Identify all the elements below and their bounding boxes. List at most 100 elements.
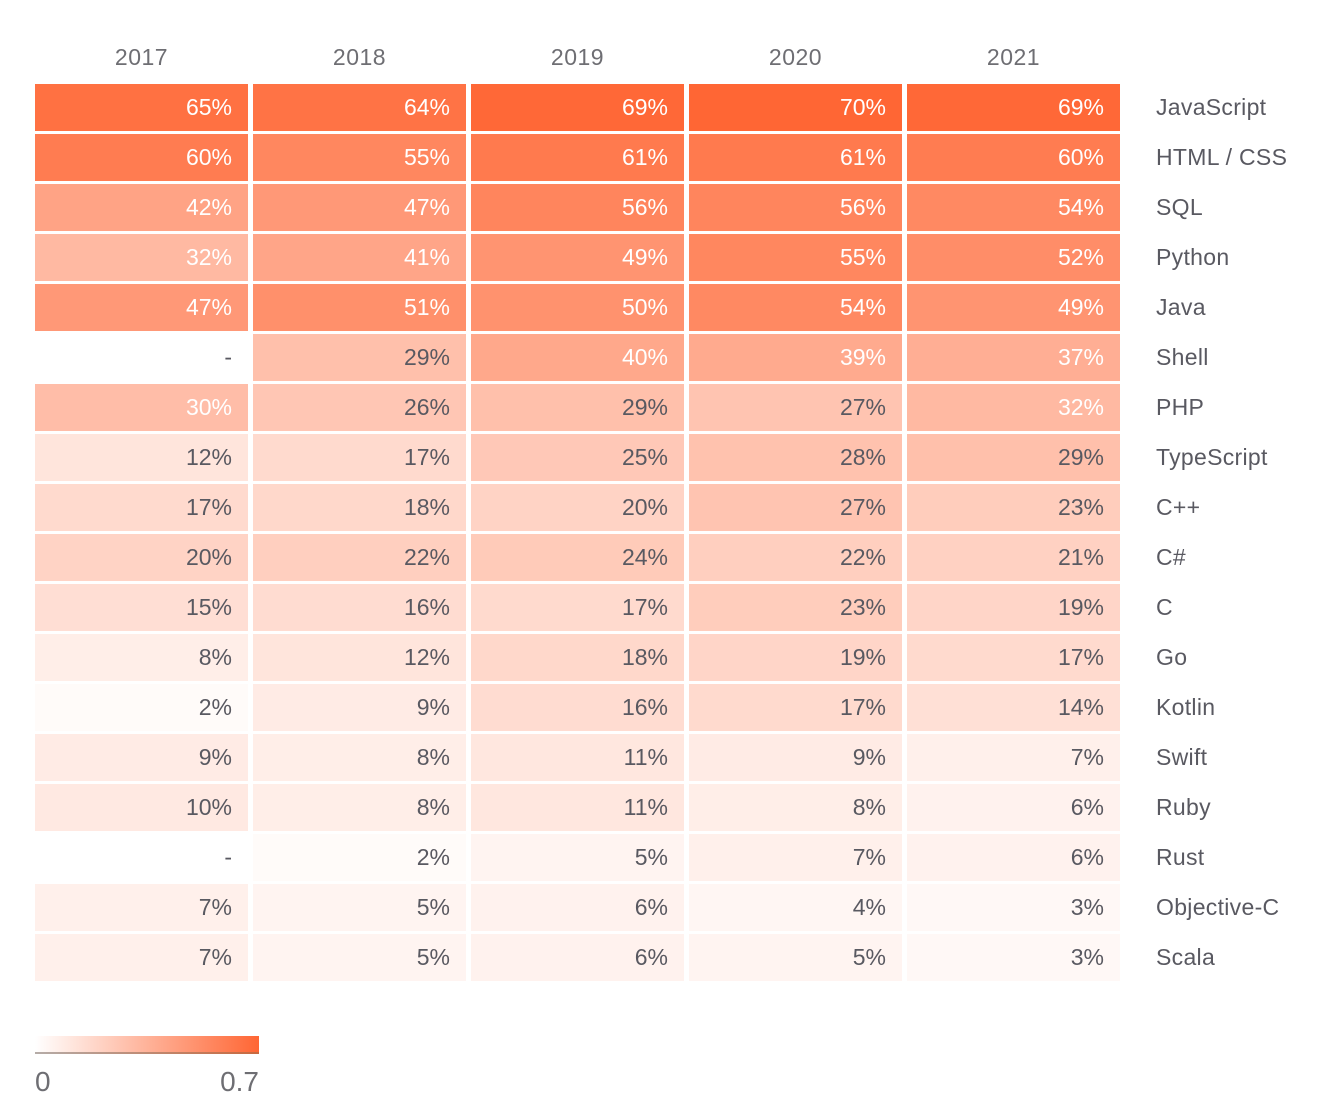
heatmap-cell: 29% <box>253 334 466 381</box>
heatmap-cell: 7% <box>35 934 248 981</box>
heatmap-cell: 51% <box>253 284 466 331</box>
heatmap-cell: 16% <box>471 684 684 731</box>
row-label: HTML / CSS <box>1156 144 1288 170</box>
heatmap-cell: - <box>35 334 248 381</box>
heatmap-grid: 65% 64% 69% 70% 69% JavaScript 60% 55% 61% 61% 60%… <box>35 84 1328 981</box>
row-label: SQL <box>1156 194 1203 220</box>
heatmap-cell: 69% <box>471 84 684 131</box>
heatmap-cell: 17% <box>689 684 902 731</box>
row-label: C++ <box>1156 494 1201 520</box>
heatmap-cell: 47% <box>35 284 248 331</box>
heatmap-cell: 37% <box>907 334 1120 381</box>
row-label: PHP <box>1156 394 1205 420</box>
heatmap-cell: 5% <box>689 934 902 981</box>
column-header: 2018 <box>332 43 387 70</box>
heatmap-cell: 61% <box>471 134 684 181</box>
header-row: 2017 2018 2019 2020 2021 <box>35 42 1328 72</box>
heatmap-cell: 56% <box>471 184 684 231</box>
row-label: C <box>1156 594 1173 620</box>
heatmap-cell: 19% <box>689 634 902 681</box>
heatmap-cell: 14% <box>907 684 1120 731</box>
heatmap-cell: 17% <box>907 634 1120 681</box>
heatmap-cell: 29% <box>907 434 1120 481</box>
heatmap-cell: 5% <box>471 834 684 881</box>
heatmap-cell: 17% <box>35 484 248 531</box>
legend-gradient-bar <box>35 1036 259 1052</box>
heatmap-cell: 6% <box>907 834 1120 881</box>
heatmap-cell: 19% <box>907 584 1120 631</box>
heatmap-cell: 26% <box>253 384 466 431</box>
heatmap-cell: 3% <box>907 934 1120 981</box>
heatmap-cell: 61% <box>689 134 902 181</box>
heatmap-cell: 27% <box>689 484 902 531</box>
heatmap-cell: 12% <box>35 434 248 481</box>
column-header: 2019 <box>550 43 605 70</box>
heatmap-cell: 15% <box>35 584 248 631</box>
heatmap-cell: 54% <box>907 184 1120 231</box>
heatmap-cell: 60% <box>907 134 1120 181</box>
heatmap-cell: 8% <box>689 784 902 831</box>
heatmap-cell: 69% <box>907 84 1120 131</box>
heatmap-cell: 49% <box>471 234 684 281</box>
heatmap-cell: 5% <box>253 934 466 981</box>
heatmap-cell: 8% <box>253 734 466 781</box>
heatmap-cell: 20% <box>471 484 684 531</box>
heatmap-cell: 10% <box>35 784 248 831</box>
heatmap-cell: 7% <box>907 734 1120 781</box>
row-label: TypeScript <box>1156 444 1268 470</box>
row-label: C# <box>1156 544 1187 570</box>
heatmap-cell: 30% <box>35 384 248 431</box>
heatmap-cell: 50% <box>471 284 684 331</box>
row-label: Ruby <box>1156 794 1211 820</box>
heatmap-cell: 22% <box>689 534 902 581</box>
heatmap-cell: 47% <box>253 184 466 231</box>
heatmap-cell: 9% <box>689 734 902 781</box>
heatmap-cell: 25% <box>471 434 684 481</box>
heatmap-cell: - <box>35 834 248 881</box>
row-label: JavaScript <box>1156 94 1267 120</box>
heatmap-cell: 4% <box>689 884 902 931</box>
heatmap-cell: 9% <box>35 734 248 781</box>
column-header: 2020 <box>768 43 823 70</box>
heatmap-cell: 56% <box>689 184 902 231</box>
heatmap-cell: 3% <box>907 884 1120 931</box>
heatmap-cell: 6% <box>471 884 684 931</box>
heatmap-cell: 17% <box>253 434 466 481</box>
heatmap-cell: 55% <box>253 134 466 181</box>
row-label: Swift <box>1156 744 1208 770</box>
legend-axis-line <box>35 1052 259 1054</box>
heatmap-cell: 32% <box>907 384 1120 431</box>
legend: 0 0.7 <box>35 1036 259 1098</box>
heatmap-cell: 9% <box>253 684 466 731</box>
heatmap-cell: 60% <box>35 134 248 181</box>
heatmap-cell: 16% <box>253 584 466 631</box>
heatmap-cell: 20% <box>35 534 248 581</box>
heatmap-cell: 64% <box>253 84 466 131</box>
legend-labels: 0 0.7 <box>35 1066 259 1098</box>
column-header: 2017 <box>114 43 169 70</box>
heatmap-cell: 7% <box>35 884 248 931</box>
column-header: 2021 <box>986 43 1041 70</box>
heatmap-cell: 23% <box>689 584 902 631</box>
heatmap-cell: 17% <box>471 584 684 631</box>
heatmap-cell: 54% <box>689 284 902 331</box>
heatmap-cell: 7% <box>689 834 902 881</box>
heatmap-cell: 11% <box>471 734 684 781</box>
row-label: Java <box>1156 294 1206 320</box>
heatmap-cell: 32% <box>35 234 248 281</box>
heatmap-cell: 52% <box>907 234 1120 281</box>
heatmap-cell: 55% <box>689 234 902 281</box>
heatmap-cell: 39% <box>689 334 902 381</box>
heatmap-cell: 2% <box>253 834 466 881</box>
row-label: Objective-C <box>1156 894 1280 920</box>
heatmap-cell: 22% <box>253 534 466 581</box>
heatmap-cell: 6% <box>471 934 684 981</box>
heatmap-cell: 21% <box>907 534 1120 581</box>
heatmap-cell: 70% <box>689 84 902 131</box>
heatmap-cell: 2% <box>35 684 248 731</box>
row-label: Rust <box>1156 844 1205 870</box>
heatmap-cell: 12% <box>253 634 466 681</box>
heatmap-cell: 23% <box>907 484 1120 531</box>
heatmap-cell: 41% <box>253 234 466 281</box>
